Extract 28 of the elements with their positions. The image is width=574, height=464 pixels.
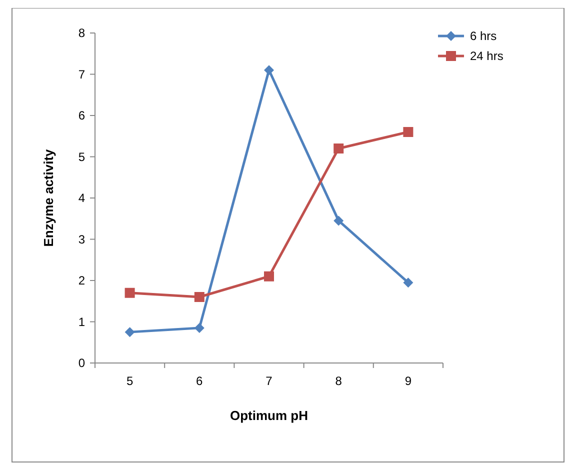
point (264, 271, 274, 282)
y-tick-label: 6 (78, 108, 86, 123)
y-tick-label: 0 (78, 356, 86, 370)
point (194, 292, 204, 302)
y-tick-label: 3 (78, 232, 86, 246)
y-tick-label: 8 (78, 26, 86, 40)
x-tick-label: 5 (126, 374, 134, 388)
x-tick-label: 6 (196, 374, 204, 388)
point (124, 288, 135, 298)
y-axis-title: Enzyme activity (41, 148, 56, 247)
point (264, 65, 274, 76)
y-tick-label: 2 (78, 274, 86, 288)
point (124, 327, 135, 338)
x-tick-label: 8 (335, 374, 342, 388)
x-tick-label: 7 (266, 374, 273, 388)
y-tick-label: 5 (78, 150, 86, 164)
y-tick-label: 7 (78, 67, 86, 82)
point (334, 144, 344, 154)
legend-label: 6 hrs (470, 29, 497, 44)
y-tick-label: 4 (78, 191, 86, 206)
x-axis-title: Optimum pH (230, 408, 308, 423)
y-tick-label: 1 (78, 314, 86, 329)
legend-label: 24 hrs (470, 49, 504, 64)
point (334, 216, 344, 226)
point (194, 322, 204, 333)
point (403, 278, 414, 288)
x-tick-label: 9 (404, 374, 412, 388)
point (403, 127, 414, 137)
